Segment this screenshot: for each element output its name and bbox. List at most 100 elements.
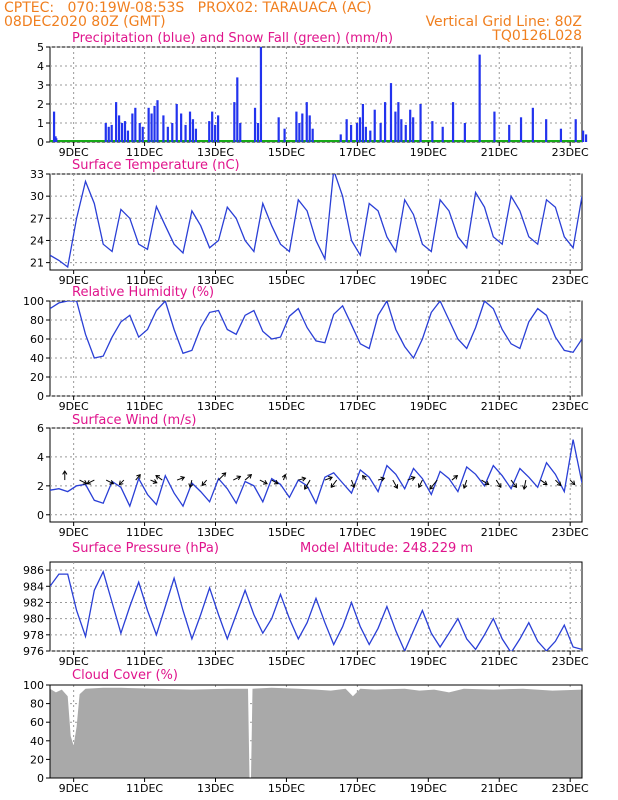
wind-arrow [244, 474, 253, 481]
panel-3: Surface Wind (m/s) 0 2 4 6 9DEC 11DEC 13DEC 15DE… [37, 413, 589, 539]
x-tick-label: 11DEC [126, 146, 163, 159]
wind-arrow [429, 479, 438, 490]
precip-bar [397, 102, 400, 142]
precip-bar [211, 111, 214, 142]
precip-bar [339, 134, 342, 142]
y-tick-label: 24 [30, 234, 44, 247]
series-line [50, 174, 582, 269]
precip-bar [383, 102, 387, 142]
x-tick-label: 11DEC [126, 655, 163, 668]
precip-bar [559, 128, 563, 142]
precip-bar [355, 123, 359, 142]
y-tick-label: 3 [37, 79, 44, 92]
precip-bar [394, 111, 397, 142]
x-tick-label: 17DEC [339, 274, 376, 287]
x-tick-label: 19DEC [410, 146, 447, 159]
panel-title: Surface Pressure (hPa) [72, 541, 219, 556]
precip-bar [208, 121, 211, 142]
precip-bar [153, 105, 156, 142]
x-tick-label: 19DEC [410, 655, 447, 668]
precip-bar [369, 130, 372, 142]
x-tick-label: 15DEC [268, 655, 305, 668]
precip-bar [156, 100, 159, 142]
precip-bar [214, 124, 217, 142]
precip-bar [107, 126, 110, 142]
x-tick-label: 11DEC [126, 400, 163, 413]
wind-arrow [377, 476, 386, 482]
wind-arrow [362, 474, 367, 481]
x-tick-label: 19DEC [410, 526, 447, 539]
precip-bar [104, 123, 107, 142]
precip-bar [531, 107, 534, 142]
wind-arrow [510, 479, 518, 489]
x-tick-label: 11DEC [126, 526, 163, 539]
panel-1: Surface Temperature (nC) 21 24 27 30 33 9DEC 11… [30, 158, 589, 287]
wind-arrow [462, 479, 468, 490]
y-tick-label: 0 [37, 772, 44, 785]
precip-bar [256, 123, 260, 142]
x-tick-label: 23DEC [552, 655, 589, 668]
y-tick-label: 100 [23, 679, 44, 692]
panel-5: Cloud Cover (%) 0 20 40 60 80 100 9DEC 11DEC 13DE… [23, 668, 589, 795]
x-tick-label: 17DEC [339, 400, 376, 413]
wind-arrow [417, 479, 423, 489]
precip-bar [431, 121, 434, 142]
precip-bar [171, 123, 174, 142]
x-tick-label: 13DEC [197, 146, 234, 159]
x-tick-label: 13DEC [197, 526, 234, 539]
precip-bar [574, 119, 577, 142]
y-tick-label: 20 [30, 371, 44, 384]
header-grid-line: Vertical Grid Line: 80Z [425, 14, 582, 30]
precip-bar [349, 124, 353, 142]
y-tick-label: 2 [37, 98, 44, 111]
panel-title: Cloud Cover (%) [72, 668, 178, 683]
x-tick-label: 15DEC [268, 400, 305, 413]
wind-arrow [392, 479, 399, 489]
wind-arrow [86, 479, 95, 485]
x-tick-label: 9DEC [59, 274, 89, 287]
precip-bar [301, 113, 304, 142]
precip-bar [134, 107, 137, 142]
precip-bar [404, 124, 407, 142]
y-tick-label: 80 [30, 314, 44, 327]
x-tick-label: 13DEC [197, 655, 234, 668]
y-tick-label: 982 [23, 596, 44, 609]
x-tick-label: 19DEC [410, 274, 447, 287]
wind-arrow [451, 474, 459, 481]
wind-arrow [188, 479, 194, 489]
precip-bar [52, 111, 56, 142]
y-tick-label: 0 [37, 136, 44, 149]
precip-bar [236, 77, 239, 142]
x-tick-label: 23DEC [552, 526, 589, 539]
precip-bar [584, 134, 588, 142]
wind-arrow [259, 479, 268, 485]
wind-arrow [350, 479, 356, 489]
wind-arrow [304, 479, 311, 490]
x-tick-label: 15DEC [268, 782, 305, 795]
x-tick-label: 13DEC [197, 274, 234, 287]
y-tick-label: 33 [30, 168, 44, 181]
precip-bar [308, 115, 311, 142]
x-tick-label: 23DEC [552, 146, 589, 159]
precip-bar [295, 111, 298, 142]
x-tick-label: 23DEC [552, 400, 589, 413]
x-tick-label: 21DEC [481, 782, 518, 795]
x-tick-label: 21DEC [481, 526, 518, 539]
precip-bar [147, 107, 150, 142]
panel-4: Surface Pressure (hPa) Model Altitude: 24… [23, 541, 589, 668]
precip-bar [412, 117, 415, 142]
precip-bar [191, 119, 195, 142]
wind-arrow [481, 479, 490, 486]
x-tick-label: 17DEC [339, 782, 376, 795]
precip-bar [389, 83, 393, 142]
x-tick-label: 9DEC [59, 782, 89, 795]
x-tick-label: 21DEC [481, 274, 518, 287]
x-tick-label: 17DEC [339, 655, 376, 668]
y-tick-label: 0 [37, 390, 44, 403]
x-tick-label: 21DEC [481, 655, 518, 668]
precip-bar [508, 124, 511, 142]
panel-frame [49, 684, 583, 779]
precip-bar [162, 115, 165, 142]
precip-bar [379, 123, 382, 142]
